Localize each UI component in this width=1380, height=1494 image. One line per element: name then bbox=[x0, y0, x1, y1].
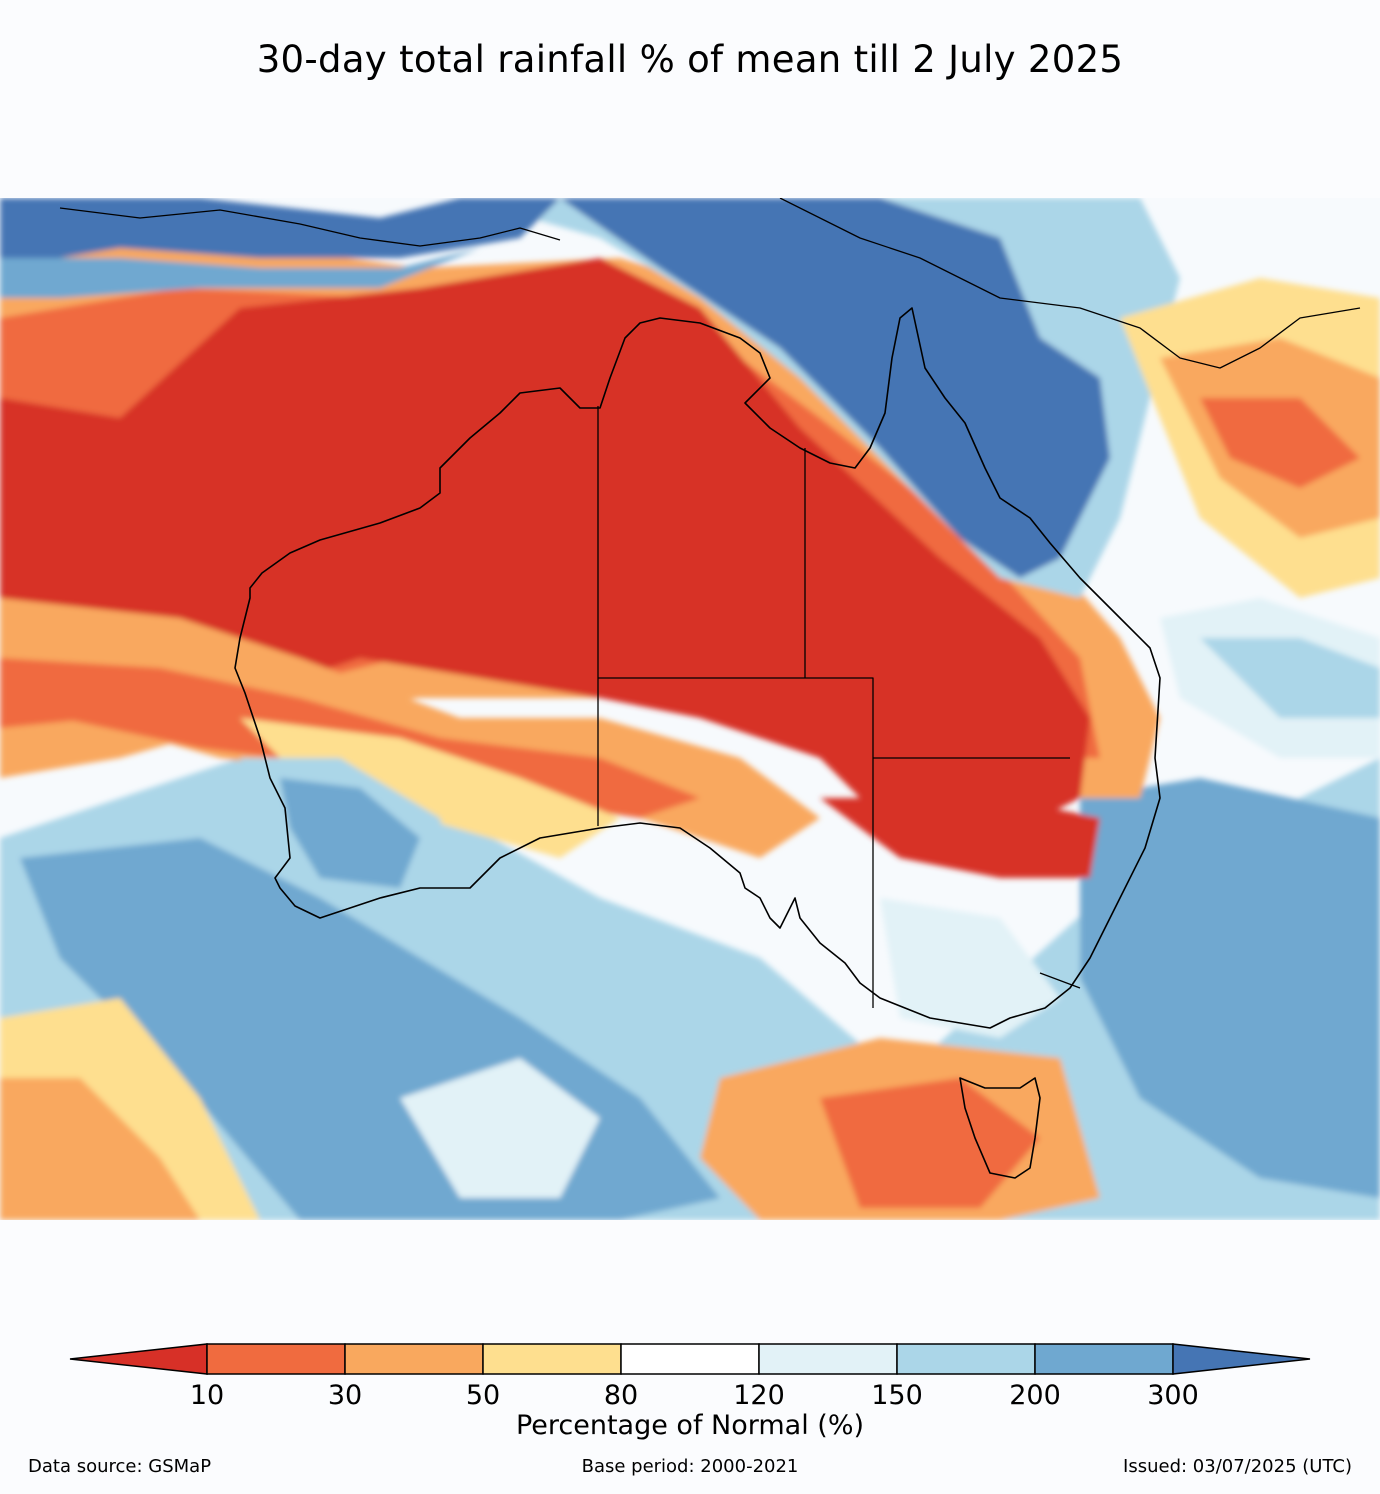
base-period-note: Base period: 2000-2021 bbox=[581, 1456, 799, 1477]
region-10-30-sa bbox=[820, 798, 1100, 878]
colorbar-tick-label: 200 bbox=[1009, 1380, 1061, 1411]
colorbar-label: Percentage of Normal (%) bbox=[515, 1410, 865, 1441]
region-10-30-core bbox=[0, 258, 1090, 838]
issued-date-note: Issued: 03/07/2025 (UTC) bbox=[1123, 1456, 1352, 1477]
region-200-north-top bbox=[0, 248, 480, 298]
region-80-120-interior bbox=[240, 718, 620, 858]
colorbar-extend-low bbox=[69, 1343, 208, 1375]
tasmania-coastline bbox=[959, 1077, 1041, 1179]
region-east-wet bbox=[1200, 638, 1380, 718]
colorbar-cell bbox=[1034, 1343, 1174, 1375]
region-50-80-sw bbox=[0, 1078, 200, 1220]
colorbar-tick-label: 150 bbox=[871, 1380, 923, 1411]
colorbar-cell bbox=[482, 1343, 622, 1375]
new-guinea-coastline bbox=[779, 198, 1361, 369]
colorbar bbox=[69, 1343, 1311, 1375]
rainfall-map bbox=[0, 198, 1380, 1220]
region-sw-pale bbox=[400, 1058, 600, 1198]
colorbar-extend-high bbox=[1172, 1343, 1311, 1375]
colorbar-tick-label: 80 bbox=[603, 1380, 639, 1411]
region-200-300-east bbox=[1080, 778, 1380, 1198]
colorbar-cell bbox=[896, 1343, 1036, 1375]
colorbar-tick-label: 10 bbox=[189, 1380, 225, 1411]
region-300-north-top bbox=[0, 198, 560, 268]
region-200-300-sw bbox=[280, 778, 420, 888]
indonesia-coastline bbox=[59, 207, 561, 247]
region-se-pale bbox=[880, 898, 1060, 1038]
colorbar-tick-label: 50 bbox=[465, 1380, 501, 1411]
region-tas-dry2 bbox=[820, 1078, 1040, 1208]
region-30-50-coral bbox=[1200, 398, 1360, 488]
australia-coastline bbox=[234, 307, 1161, 1029]
data-source-note: Data source: GSMaP bbox=[28, 1456, 212, 1477]
region-300-ne bbox=[560, 198, 1110, 578]
map-title: 30-day total rainfall % of mean till 2 J… bbox=[256, 38, 1124, 81]
colorbar-tick-label: 120 bbox=[733, 1380, 785, 1411]
colorbar-cell bbox=[620, 1343, 760, 1375]
colorbar-cell bbox=[758, 1343, 898, 1375]
state-borders bbox=[597, 406, 1081, 1008]
colorbar-cell bbox=[344, 1343, 484, 1375]
colorbar-cell bbox=[206, 1343, 346, 1375]
colorbar-tick-label: 30 bbox=[327, 1380, 363, 1411]
colorbar-tick-label: 300 bbox=[1147, 1380, 1199, 1411]
